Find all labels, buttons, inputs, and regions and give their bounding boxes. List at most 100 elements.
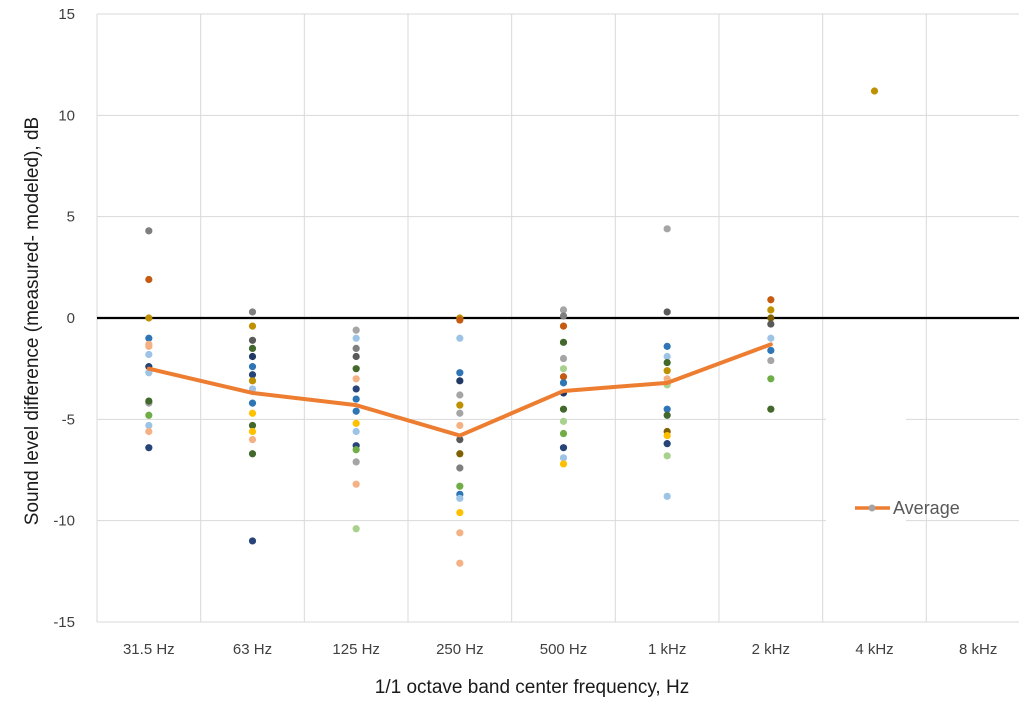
average-line	[146, 342, 773, 438]
data-point	[352, 407, 360, 415]
data-point	[456, 334, 464, 342]
data-point	[352, 480, 360, 488]
data-point	[767, 306, 775, 314]
data-point	[145, 411, 153, 419]
data-point	[767, 314, 775, 322]
x-tick-label: 250 Hz	[436, 641, 484, 658]
data-point	[248, 427, 257, 436]
x-tick-labels: 31.5 Hz 63 Hz 125 Hz 250 Hz 500 Hz 1 kHz 2 kHz…	[123, 641, 997, 658]
data-point	[456, 436, 464, 444]
data-point	[456, 529, 464, 537]
data-point	[248, 537, 257, 545]
data-point	[456, 508, 464, 517]
data-point	[559, 322, 568, 330]
y-tick-labels: -15 -10 -5 0 5 10 15	[53, 6, 75, 631]
data-point	[248, 308, 257, 316]
data-point	[248, 322, 257, 330]
data-point	[663, 431, 671, 440]
y-tick-label: 10	[58, 107, 75, 124]
data-point	[352, 344, 360, 352]
x-tick-label: 8 kHz	[959, 641, 997, 658]
data-point	[663, 342, 671, 350]
data-point	[145, 342, 153, 350]
data-point	[870, 87, 879, 95]
data-point	[456, 482, 464, 490]
data-point	[559, 460, 568, 468]
legend: Average	[826, 408, 960, 604]
y-tick-label: 0	[67, 310, 75, 327]
y-tick-label: 5	[67, 209, 75, 226]
data-point	[248, 336, 257, 344]
data-point	[663, 225, 671, 233]
x-tick-label: 4 kHz	[855, 641, 893, 658]
data-point	[248, 436, 257, 444]
y-tick-label: -10	[53, 513, 75, 530]
data-point	[767, 346, 775, 355]
x-tick-label: 1 kHz	[648, 641, 686, 658]
data-point	[559, 338, 568, 346]
data-point	[248, 363, 257, 371]
data-point	[456, 464, 464, 472]
data-point	[352, 326, 360, 334]
data-point	[559, 454, 568, 462]
average-series	[146, 342, 773, 438]
data-point	[352, 352, 360, 361]
data-point	[663, 492, 671, 500]
data-point	[559, 354, 568, 363]
data-point	[248, 352, 257, 361]
data-point	[352, 334, 360, 342]
legend-label-average: Average	[893, 498, 960, 518]
legend-marker-swatch	[868, 504, 876, 512]
data-point	[145, 397, 153, 405]
x-tick-label: 63 Hz	[233, 641, 272, 658]
data-point	[352, 365, 360, 373]
data-point	[145, 427, 153, 436]
data-point	[145, 334, 153, 342]
data-point	[559, 417, 568, 425]
data-point	[248, 344, 257, 352]
data-point	[663, 367, 671, 375]
data-point	[352, 375, 360, 383]
data-point	[559, 405, 568, 413]
data-point	[767, 320, 775, 328]
data-point	[456, 377, 464, 385]
data-point	[663, 452, 671, 460]
data-point	[145, 350, 153, 359]
data-point	[352, 385, 360, 393]
data-point	[663, 405, 671, 413]
data-point	[352, 525, 360, 533]
y-axis-title: Sound level difference (measured- modele…	[22, 117, 43, 525]
data-point	[559, 306, 568, 314]
data-point	[767, 375, 775, 383]
data-point	[663, 358, 671, 367]
data-point	[559, 373, 568, 381]
data-point	[456, 401, 464, 409]
data-point	[352, 458, 360, 466]
data-point	[663, 352, 671, 361]
data-point	[145, 444, 153, 452]
data-point	[352, 427, 360, 436]
data-point	[559, 429, 568, 438]
data-point	[456, 494, 464, 502]
data-point	[456, 391, 464, 399]
x-tick-label: 500 Hz	[540, 641, 588, 658]
data-point	[248, 450, 257, 458]
data-point	[767, 296, 775, 304]
data-point	[248, 421, 257, 430]
data-point	[559, 365, 568, 373]
data-point	[456, 369, 464, 377]
data-point	[456, 421, 464, 430]
y-tick-label: -5	[62, 411, 75, 428]
data-point	[456, 409, 464, 417]
data-point	[456, 450, 464, 458]
data-point	[663, 411, 671, 419]
data-point	[248, 371, 257, 379]
data-point	[663, 440, 671, 448]
x-tick-label: 31.5 Hz	[123, 641, 175, 658]
data-point	[248, 377, 257, 385]
data-point	[248, 399, 257, 407]
data-point	[352, 395, 360, 403]
data-point	[352, 419, 360, 427]
